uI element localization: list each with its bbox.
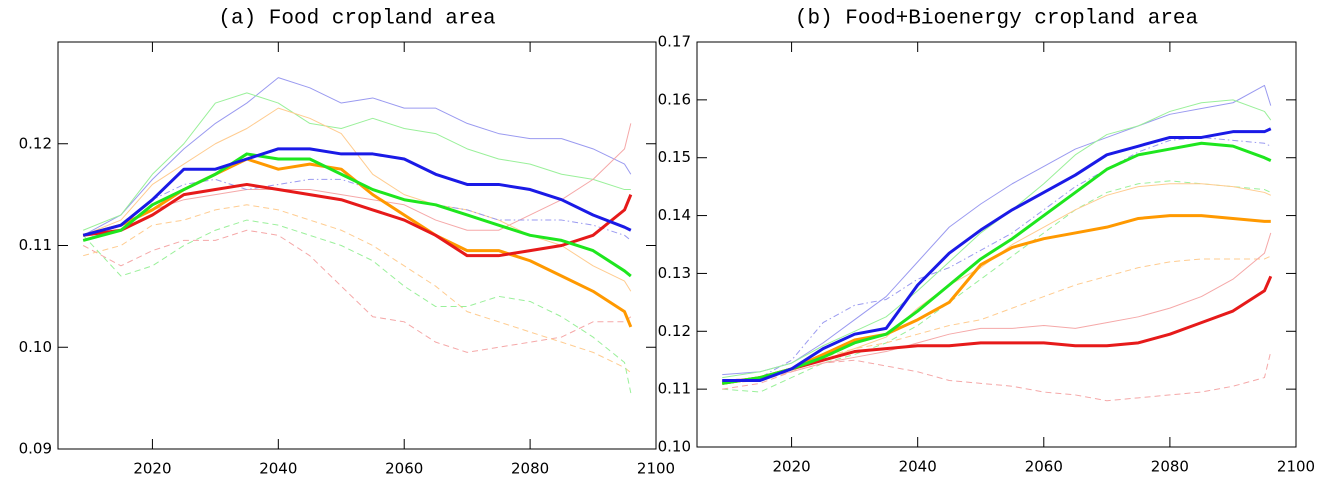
y-tick-label: 0.09: [19, 440, 52, 458]
series-line: [82, 152, 632, 278]
y-tick-label: 0.12: [19, 134, 52, 152]
x-tick-label: 2020: [133, 460, 171, 478]
series-line: [83, 123, 632, 236]
series-line: [722, 127, 1272, 382]
series-line: [82, 77, 632, 236]
x-tick-label: 2040: [899, 458, 937, 476]
series-line: [721, 275, 1273, 385]
series-line: [722, 351, 1272, 402]
series-line: [83, 204, 632, 374]
y-tick-label: 0.11: [19, 236, 52, 254]
x-tick-label: 2060: [1025, 458, 1063, 476]
y-tick-label: 0.15: [658, 148, 691, 166]
series-line: [721, 141, 1272, 385]
x-tick-label: 2080: [511, 460, 549, 478]
x-tick-label: 2100: [1277, 458, 1315, 476]
series-line: [82, 178, 632, 241]
y-tick-label: 0.16: [658, 90, 691, 108]
series-line: [722, 84, 1272, 376]
series-line: [721, 214, 1271, 385]
series-line: [82, 182, 633, 258]
chart-title: (a) Food cropland area: [218, 8, 495, 31]
y-tick-label: 0.17: [658, 33, 691, 51]
y-tick-label: 0.10: [658, 438, 691, 456]
series-line: [82, 229, 632, 353]
plot-frame: [696, 41, 1297, 448]
plot-frame: [57, 41, 657, 450]
plot-panel: (b) Food+Bioenergy cropland area 0.10 0.11…: [658, 8, 1316, 476]
x-tick-label: 2040: [259, 460, 297, 478]
y-tick-label: 0.12: [658, 322, 691, 340]
series-line: [722, 99, 1272, 379]
y-tick-label: 0.13: [658, 264, 691, 282]
y-tick-label: 0.10: [19, 338, 52, 356]
chart-title: (b) Food+Bioenergy cropland area: [795, 8, 1198, 31]
series-line: [82, 147, 632, 237]
y-tick-label: 0.14: [658, 206, 691, 224]
x-tick-label: 2060: [385, 460, 423, 478]
x-tick-label: 2100: [637, 460, 675, 478]
x-tick-label: 2080: [1151, 458, 1189, 476]
x-tick-label: 2020: [772, 458, 810, 476]
plot-panel: (a) Food cropland area 0.09 0.10 0.11 0.12 20…: [19, 8, 676, 478]
series-line: [722, 183, 1271, 381]
series-line: [82, 92, 631, 231]
y-tick-label: 0.11: [658, 380, 691, 398]
